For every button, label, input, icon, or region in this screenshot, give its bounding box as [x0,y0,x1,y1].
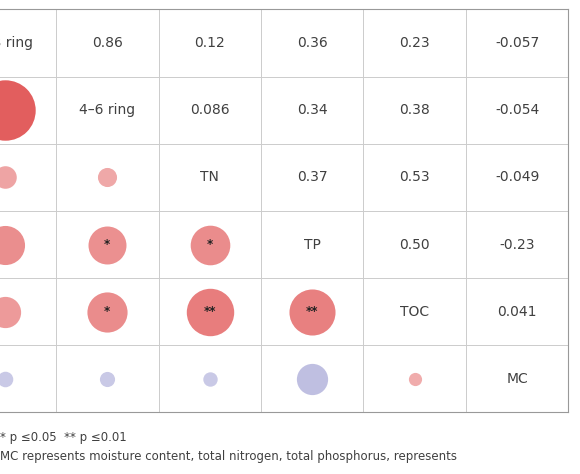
Text: -0.054: -0.054 [495,103,539,117]
Text: -0.057: -0.057 [495,36,539,50]
Point [205,241,215,248]
Text: TN: TN [200,170,219,184]
Text: 0.23: 0.23 [400,36,430,50]
Text: *: * [104,305,110,318]
Text: *: * [206,238,213,251]
Text: 0.34: 0.34 [297,103,328,117]
Point [0,241,9,248]
Text: **: ** [204,305,216,318]
Text: MC: MC [506,372,528,386]
Point [0,107,9,114]
Text: 2–3 ring: 2–3 ring [0,36,33,50]
Text: 0.086: 0.086 [190,103,230,117]
Text: 0.50: 0.50 [400,237,430,252]
Point [0,173,9,181]
Text: **: ** [306,305,318,318]
Point [103,241,112,248]
Text: -0.049: -0.049 [495,170,539,184]
Point [0,308,9,316]
Text: 0.12: 0.12 [194,36,225,50]
Point [205,308,215,316]
Text: MC represents moisture content, total nitrogen, total phosphorus, represents: MC represents moisture content, total ni… [0,450,457,463]
Text: 0.38: 0.38 [399,103,430,117]
Point [103,173,112,181]
Point [307,308,317,316]
Text: 4–6 ring: 4–6 ring [79,103,135,117]
Point [0,375,9,383]
Text: 0.86: 0.86 [92,36,123,50]
Text: -0.23: -0.23 [499,237,535,252]
Point [307,375,317,383]
Text: TOC: TOC [400,305,429,319]
Text: 0.041: 0.041 [498,305,537,319]
Point [103,308,112,316]
Text: TP: TP [304,237,321,252]
Point [103,375,112,383]
Text: 0.53: 0.53 [400,170,430,184]
Point [205,375,215,383]
Text: 0.37: 0.37 [297,170,328,184]
Point [410,375,419,383]
Text: *: * [104,238,110,251]
Text: * p ≤0.05  ** p ≤0.01: * p ≤0.05 ** p ≤0.01 [0,431,127,444]
Text: 0.36: 0.36 [297,36,328,50]
